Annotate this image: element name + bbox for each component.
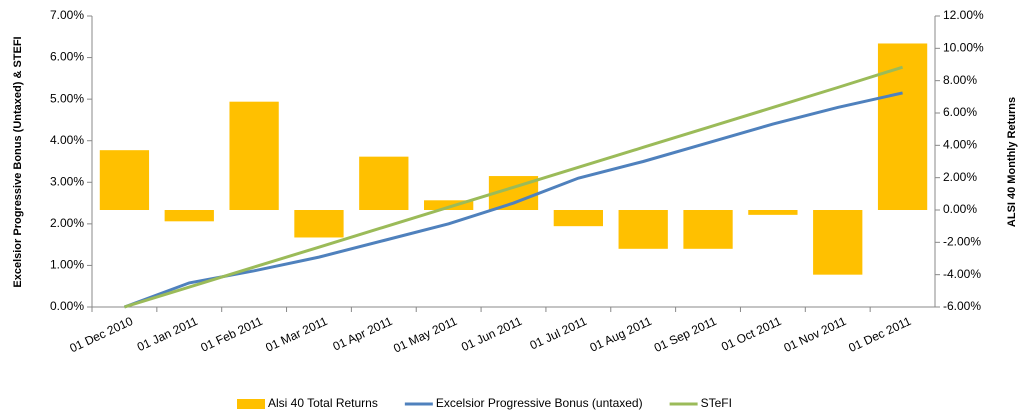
line — [123, 65, 904, 309]
legend-label: Excelsior Progressive Bonus (untaxed) — [436, 396, 643, 410]
y2-tick-label: 6.00% — [943, 105, 977, 119]
y2-axis-title: ALSI 40 Monthly Returns — [1006, 97, 1018, 227]
x-tick-label: 01 Jul 2011 — [528, 314, 590, 353]
bar — [813, 210, 863, 275]
legend-swatch — [237, 399, 265, 409]
bar — [359, 156, 409, 210]
y2-tick-label: 10.00% — [943, 41, 984, 55]
x-tick-label: 01 Apr 2011 — [331, 314, 395, 354]
bar — [748, 210, 798, 215]
y-axis-title: Excelsior Progressive Bonus (Untaxed) & … — [12, 36, 24, 287]
y2-tick-label: 2.00% — [943, 170, 977, 184]
legend-label: STeFI — [701, 396, 732, 410]
x-tick-label: 01 Sep 2011 — [652, 314, 719, 355]
bar — [229, 101, 279, 210]
x-tick-label: 01 May 2011 — [391, 314, 459, 356]
bar — [99, 150, 150, 210]
x-tick-label: 01 Mar 2011 — [263, 314, 329, 355]
y-tick-label: 3.00% — [50, 174, 84, 188]
x-tick-label: 01 Dec 2011 — [846, 314, 913, 355]
x-tick-label: 01 Oct 2011 — [719, 314, 784, 354]
x-tick-label: 01 Aug 2011 — [588, 314, 654, 355]
y2-tick-label: -4.00% — [943, 267, 981, 281]
y2-tick-label: -2.00% — [943, 235, 981, 249]
x-tick-label: 01 Jun 2011 — [459, 314, 524, 354]
x-tick-label: 01 Feb 2011 — [199, 314, 265, 355]
x-tick-label: 01 Dec 2010 — [67, 314, 135, 356]
y-tick-label: 1.00% — [50, 258, 84, 272]
y-tick-label: 2.00% — [50, 216, 84, 230]
y2-tick-label: 0.00% — [943, 202, 977, 216]
y2-tick-label: -6.00% — [943, 299, 981, 313]
y-tick-label: 0.00% — [50, 299, 84, 313]
bar — [164, 210, 214, 222]
bar — [618, 210, 668, 249]
y-tick-label: 6.00% — [50, 50, 84, 64]
x-tick-label: 01 Nov 2011 — [782, 314, 849, 355]
y-tick-label: 5.00% — [50, 91, 84, 105]
y2-tick-label: 4.00% — [943, 138, 977, 152]
y-tick-label: 7.00% — [50, 8, 84, 22]
y2-tick-label: 12.00% — [943, 8, 984, 22]
x-tick-label: 01 Jan 2011 — [135, 314, 200, 354]
line — [123, 91, 903, 309]
y-tick-label: 4.00% — [50, 133, 84, 147]
y2-tick-label: 8.00% — [943, 73, 977, 87]
bar — [294, 210, 344, 238]
bar — [553, 210, 603, 227]
bar — [683, 210, 733, 249]
bar — [424, 200, 474, 210]
legend-label: Alsi 40 Total Returns — [268, 396, 378, 410]
